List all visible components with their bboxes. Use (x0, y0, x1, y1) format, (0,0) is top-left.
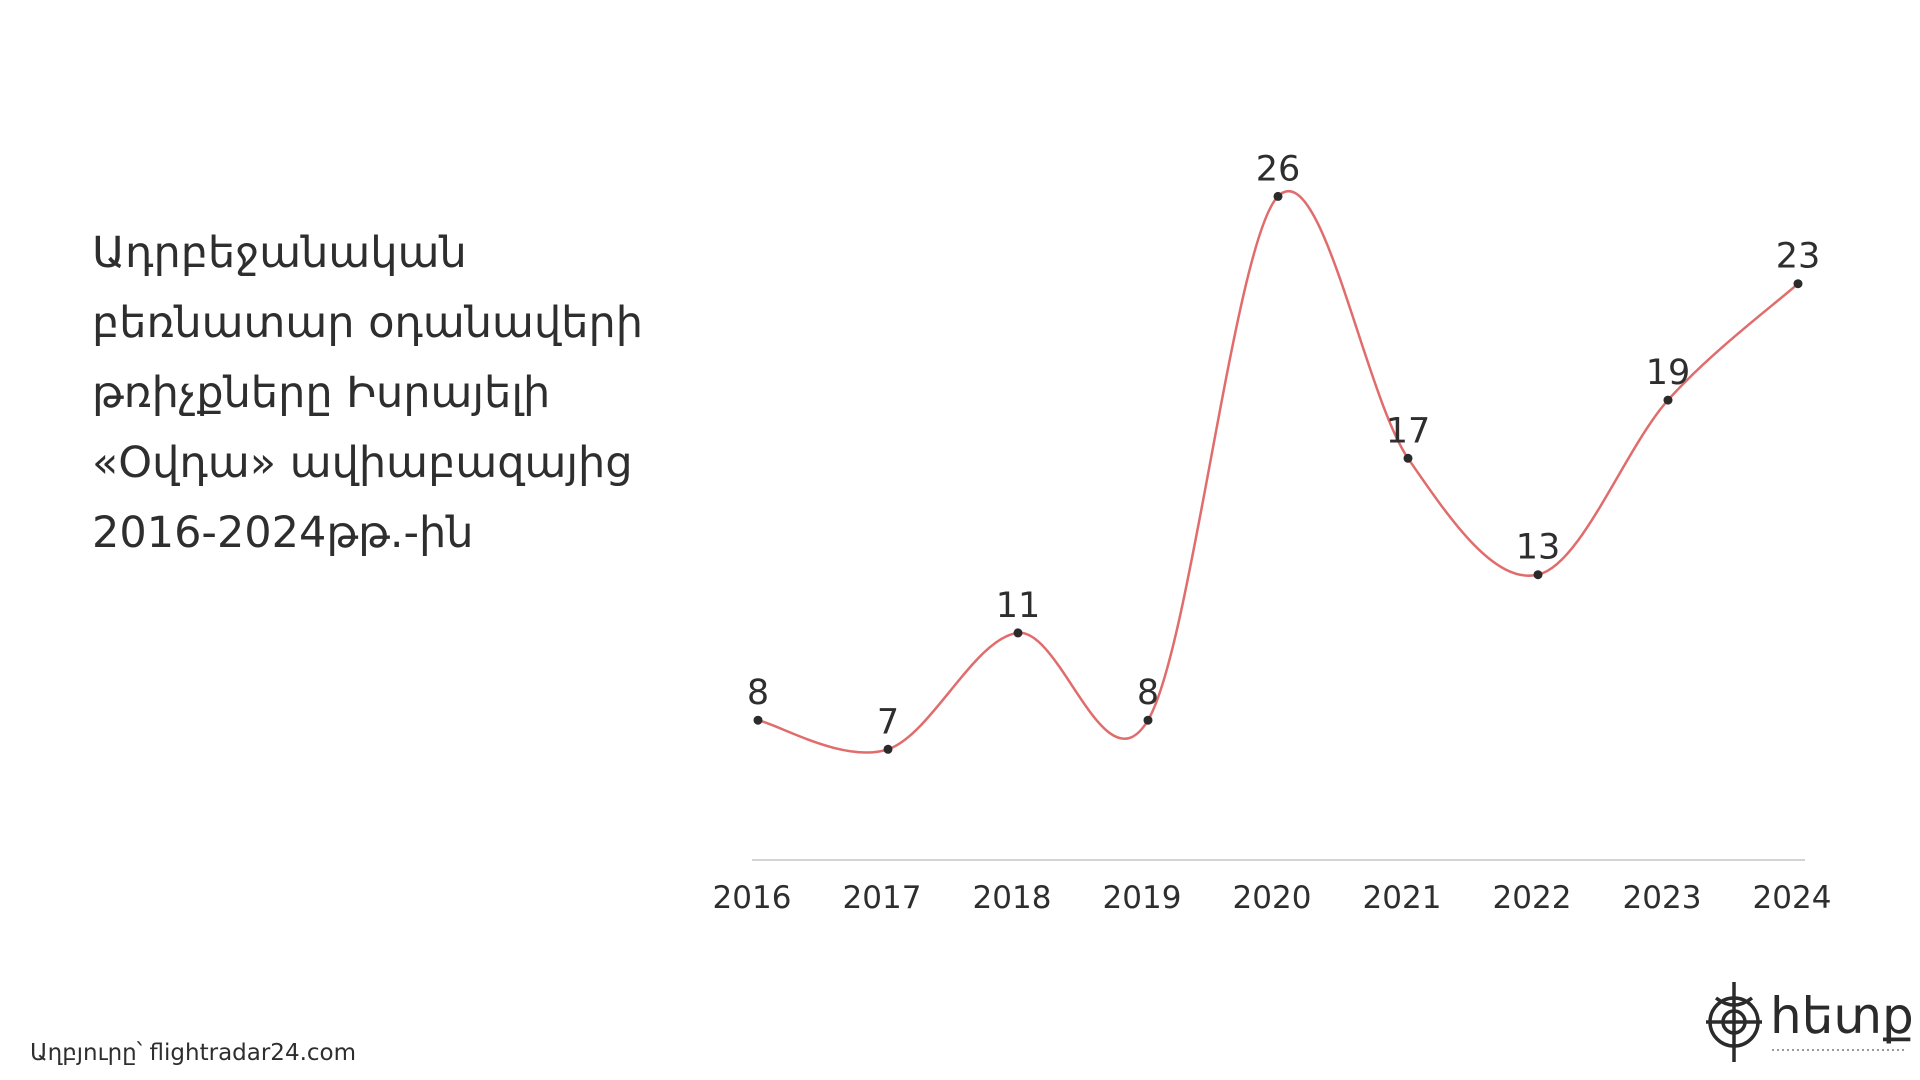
x-tick-label-2020: 2020 (1233, 880, 1312, 916)
data-point-2023 (1663, 395, 1673, 405)
x-tick-labels: 2016 2017 2018 2019 2020 2021 2022 2023 2024 (713, 880, 1832, 916)
x-tick-label-2024: 2024 (1753, 880, 1832, 916)
brand-logo: hետք (1704, 978, 1914, 1068)
title-line-3: թռիչքները Իսրայելի (92, 368, 551, 418)
title-line-4: «Օվդա» ավիաբազայից (92, 438, 633, 488)
chart-title: Ադրբեջանական բեռնատար օդանավերի թռիչքներ… (92, 218, 732, 568)
x-tick-label-2022: 2022 (1493, 880, 1572, 916)
data-point-2020 (1273, 191, 1283, 201)
data-label-2021: 17 (1386, 411, 1431, 451)
x-tick-label-2023: 2023 (1623, 880, 1702, 916)
source-note: Աղբյուրը՝ flightradar24.com (30, 1040, 357, 1066)
data-label-2018: 11 (996, 586, 1041, 626)
title-line-2: բեռնատար օդանավերի (92, 298, 643, 348)
data-point-2024 (1793, 279, 1803, 289)
title-line-5: 2016-2024թթ.-ին (92, 508, 474, 558)
data-point-2016 (753, 715, 763, 725)
compass-logo-icon (1706, 982, 1762, 1062)
data-label-2022: 13 (1516, 528, 1561, 568)
data-label-2020: 26 (1256, 149, 1301, 189)
logo-text: hետք (1770, 987, 1914, 1045)
data-labels: 8 7 11 8 26 17 13 19 23 (747, 149, 1820, 742)
x-tick-label-2021: 2021 (1363, 880, 1442, 916)
data-label-2023: 19 (1646, 353, 1691, 393)
x-tick-label-2019: 2019 (1103, 880, 1182, 916)
data-label-2017: 7 (877, 702, 899, 742)
data-point-2022 (1533, 570, 1543, 580)
title-line-1: Ադրբեջանական (92, 228, 467, 278)
data-point-2018 (1013, 628, 1023, 638)
x-tick-label-2018: 2018 (973, 880, 1052, 916)
data-label-2019: 8 (1137, 673, 1159, 713)
series-line (757, 190, 1799, 754)
data-label-2016: 8 (747, 673, 769, 713)
x-tick-label-2017: 2017 (843, 880, 922, 916)
data-label-2024: 23 (1776, 237, 1821, 277)
data-point-2017 (883, 744, 893, 754)
x-tick-label-2016: 2016 (713, 880, 792, 916)
data-points (753, 191, 1803, 754)
data-point-2019 (1143, 715, 1153, 725)
data-point-2021 (1403, 453, 1413, 463)
